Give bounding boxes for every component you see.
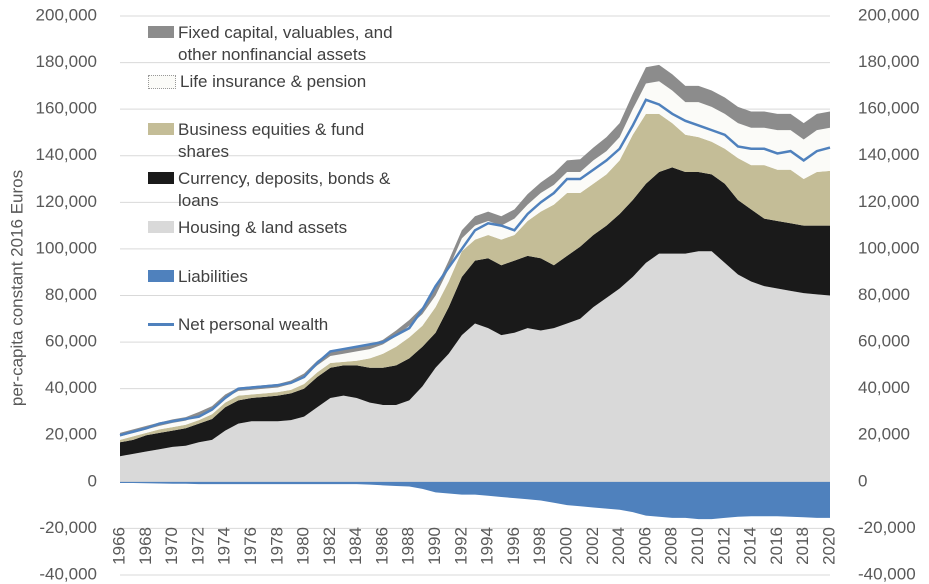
x-tick-label: 2000 [557, 527, 576, 565]
legend-label: Life insurance & pension [180, 71, 367, 91]
y-tick-label: -20,000 [39, 518, 97, 537]
x-tick-label: 2010 [688, 527, 707, 565]
areas [120, 64, 830, 520]
y2-tick-label: 100,000 [858, 238, 919, 257]
y-tick-label: 60,000 [45, 332, 97, 351]
legend-label: Fixed capital, valuables, and other nonf… [178, 23, 393, 64]
y-axis-label: per-capita constant 2016 Euros [7, 170, 26, 406]
area [120, 481, 830, 520]
legend-swatch [148, 220, 174, 233]
y-tick-label: 180,000 [36, 52, 97, 71]
legend-label: Net personal wealth [178, 315, 329, 335]
y-tick-label: 200,000 [36, 5, 97, 24]
legend-entry: Housing & land assets [148, 217, 418, 239]
y2-tick-label: -20,000 [858, 518, 916, 537]
x-tick-label: 1996 [504, 527, 523, 565]
y-tick-label: 20,000 [45, 425, 97, 444]
x-tick-label: 1968 [136, 527, 155, 565]
x-tick-label: 1990 [425, 527, 444, 565]
y-tick-label: 140,000 [36, 145, 97, 164]
x-tick-label: 1984 [346, 527, 365, 565]
x-tick-label: 1994 [478, 527, 497, 565]
y2-tick-label: 160,000 [858, 99, 919, 118]
x-tick-label: 2012 [714, 527, 733, 565]
y2-tick-label: 80,000 [858, 285, 910, 304]
y-tick-label: 80,000 [45, 285, 97, 304]
area [120, 167, 830, 457]
legend-swatch [148, 123, 174, 136]
x-tick-label: 2018 [793, 527, 812, 565]
legend-label: Business equities & fund shares [178, 120, 365, 162]
legend-entry: Fixed capital, valuables, and other nonf… [148, 22, 418, 66]
x-tick-label: 1982 [320, 527, 339, 565]
legend-label: Liabilities [178, 266, 248, 286]
x-tick-label: 2002 [583, 527, 602, 565]
x-tick-label: 1988 [399, 527, 418, 565]
x-tick-label: 1970 [162, 527, 181, 565]
legend-entry: Business equities & fund shares [148, 119, 418, 163]
x-tick-label: 1986 [372, 527, 391, 565]
x-tick-label: 2020 [819, 527, 838, 565]
legend-swatch [148, 74, 176, 89]
y2-tick-label: 40,000 [858, 378, 910, 397]
y2-tick-label: -40,000 [858, 564, 916, 583]
y-tick-label: 100,000 [36, 238, 97, 257]
y2-tick-label: 200,000 [858, 5, 919, 24]
x-tick-label: 2016 [767, 527, 786, 565]
area [120, 251, 830, 482]
x-tick-label: 2004 [609, 527, 628, 565]
y2-tick-label: 180,000 [858, 52, 919, 71]
legend-label: Housing & land assets [178, 217, 348, 237]
y2-tick-label: 140,000 [858, 145, 919, 164]
x-tick-label: 1980 [294, 527, 313, 565]
y2-tick-label: 120,000 [858, 192, 919, 211]
legend-label: Currency, deposits, bonds & loans [178, 169, 391, 211]
x-tick-label: 2014 [741, 527, 760, 565]
legend-entry: Currency, deposits, bonds & loans [148, 168, 418, 212]
y-tick-label: 40,000 [45, 378, 97, 397]
x-tick-label: 2006 [635, 527, 654, 565]
legend-swatch [148, 172, 174, 185]
legend-swatch [148, 323, 174, 327]
legend-swatch [148, 269, 174, 282]
y-tick-label: 0 [88, 471, 97, 490]
y2-tick-label: 60,000 [858, 332, 910, 351]
x-tick-label: 1998 [530, 527, 549, 565]
legend-entry: Life insurance & pension [148, 71, 420, 93]
x-tick-label: 1992 [451, 527, 470, 565]
y-tick-label: -40,000 [39, 564, 97, 583]
x-tick-label: 1966 [109, 527, 128, 565]
x-tick-label: 1972 [188, 527, 207, 565]
y-tick-label: 120,000 [36, 192, 97, 211]
y2-tick-label: 0 [858, 471, 867, 490]
legend-entry: Liabilities [148, 266, 418, 288]
y-tick-label: 160,000 [36, 99, 97, 118]
x-tick-label: 1978 [267, 527, 286, 565]
legend-entry: Net personal wealth [148, 314, 418, 336]
x-tick-label: 1976 [241, 527, 260, 565]
y2-tick-label: 20,000 [858, 425, 910, 444]
x-tick-label: 1974 [215, 527, 234, 565]
legend-swatch [148, 26, 174, 38]
x-tick-label: 2008 [662, 527, 681, 565]
line [119, 98, 831, 437]
